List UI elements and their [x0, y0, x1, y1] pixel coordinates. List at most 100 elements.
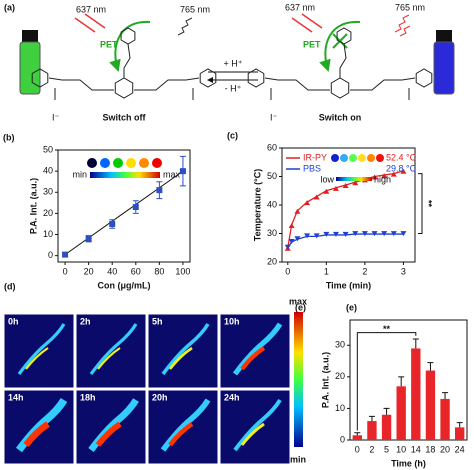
- emit-arrows: [394, 14, 411, 37]
- marker: [304, 233, 311, 239]
- panel-label: (b): [3, 132, 15, 142]
- colorbar: [336, 177, 372, 181]
- pet-arrow: [109, 20, 151, 72]
- bar: [411, 348, 421, 440]
- marker: [332, 185, 339, 191]
- pet-label: PET: [303, 39, 321, 49]
- y-tick-label: 60: [267, 142, 277, 152]
- axes-frame: [349, 319, 468, 441]
- error-bar: [412, 338, 419, 349]
- y-tick-label: 10: [335, 403, 345, 413]
- sample-dot: [331, 154, 339, 162]
- y-tick-label: 0: [340, 434, 345, 444]
- x-tick-label: 10: [396, 444, 406, 454]
- signal: [161, 323, 210, 376]
- axes-frame: [57, 149, 191, 263]
- error-bar: [398, 376, 405, 387]
- pet-label: PET: [100, 39, 118, 49]
- sample-dot: [340, 154, 348, 162]
- marker: [352, 231, 359, 237]
- marker: [400, 168, 407, 174]
- point: [132, 204, 139, 211]
- y-tick-label: 50: [43, 144, 53, 154]
- y-axis-label: P.A. Int. (a.u.): [320, 352, 330, 408]
- fit-line: [64, 170, 184, 256]
- colorbar-min: min: [290, 454, 306, 464]
- time-label: 5h: [152, 316, 163, 326]
- y-tick-label: 10: [43, 229, 53, 239]
- ring: [114, 77, 134, 99]
- bar: [381, 414, 392, 440]
- marker: [294, 236, 301, 242]
- y-tick-label: 40: [43, 166, 53, 176]
- bar: [367, 421, 377, 440]
- time-label: 18h: [80, 392, 96, 402]
- counter-ion: I⁻: [270, 112, 278, 122]
- bar: [352, 435, 362, 440]
- y-tick-label: 20: [43, 208, 53, 218]
- y-tick-label: 40: [267, 199, 277, 209]
- marker: [294, 208, 301, 214]
- marker: [390, 231, 397, 237]
- bar: [455, 427, 465, 440]
- marker: [400, 231, 407, 237]
- sample-dot: [358, 154, 366, 162]
- ring: [330, 77, 350, 99]
- x-tick-label: 0: [63, 266, 68, 276]
- marker: [390, 171, 397, 177]
- bar: [396, 386, 406, 440]
- colorbar: [294, 312, 303, 447]
- sample-dot: [100, 158, 110, 168]
- significance: **: [383, 324, 391, 334]
- bar: [440, 398, 450, 440]
- time-label: 10h: [224, 316, 240, 326]
- vial-blue: [433, 41, 455, 95]
- x-tick-label: 1: [324, 266, 329, 276]
- marker: [313, 233, 320, 239]
- x-tick-label: 0: [355, 444, 360, 454]
- legend-label: IR-PY: [303, 152, 327, 162]
- y-tick-label: 30: [43, 187, 53, 197]
- marker: [342, 183, 349, 189]
- signal: [97, 347, 121, 370]
- panel-label: (d): [4, 281, 16, 291]
- error-bar: [442, 392, 449, 399]
- annotation: 29.8 °C: [386, 163, 417, 173]
- y-tick-label: 20: [335, 371, 345, 381]
- marker: [332, 231, 339, 237]
- y-tick-label: 30: [335, 340, 345, 350]
- counter-ion: I⁻: [52, 112, 60, 122]
- series-line: [287, 233, 404, 249]
- panel-label: (e): [346, 302, 357, 312]
- colorbar-max: max: [163, 169, 181, 179]
- colorbar-max: max: [289, 296, 307, 306]
- ring: [199, 68, 217, 88]
- sample-dot: [113, 158, 123, 168]
- sample-dot: [349, 154, 357, 162]
- forward-label: + H⁺: [223, 58, 242, 68]
- colorbar: [90, 172, 160, 178]
- marker: [361, 231, 368, 237]
- x-tick-label: 14: [411, 444, 421, 454]
- legend-label: PBS: [303, 163, 321, 173]
- marker: [304, 200, 311, 206]
- error-bar: [354, 432, 361, 436]
- wavelength: 765 nm: [180, 4, 210, 14]
- ring: [415, 68, 433, 88]
- signal: [95, 421, 122, 447]
- vial-green: [19, 41, 41, 95]
- panel-label: (a): [4, 2, 15, 12]
- panel-a: (a) 637 nm 765 nm 637 nm 765 nm PET PET …: [4, 2, 455, 122]
- blocked-mark: [332, 33, 348, 49]
- marker: [342, 231, 349, 237]
- marker: [323, 231, 330, 237]
- x-tick-label: 5: [384, 444, 389, 454]
- x-tick-label: 2: [369, 444, 374, 454]
- caption: Switch off: [103, 112, 147, 122]
- excite-arrows: [291, 13, 323, 33]
- panel-label: (c): [227, 130, 238, 140]
- excite-arrows: [74, 13, 106, 33]
- y-tick-label: 20: [267, 256, 277, 266]
- bar: [425, 370, 436, 440]
